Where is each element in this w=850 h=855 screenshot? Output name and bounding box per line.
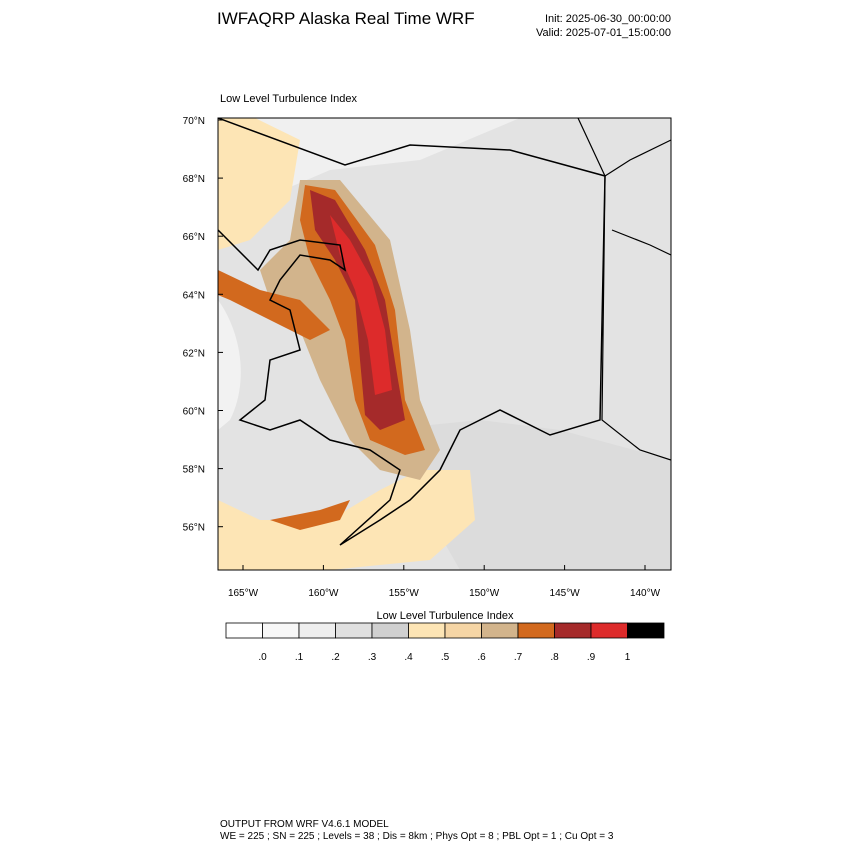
lat-label: 58°N bbox=[183, 465, 205, 476]
title: IWFAQRP Alaska Real Time WRF bbox=[217, 9, 475, 28]
colorbar-box bbox=[298, 622, 336, 639]
colorbar-box bbox=[444, 622, 482, 639]
colorbar-box bbox=[335, 622, 373, 639]
colorbar-box bbox=[225, 622, 263, 639]
colorbar-label: .7 bbox=[514, 652, 523, 663]
field-tan bbox=[218, 118, 475, 570]
map-title: Low Level Turbulence Index bbox=[220, 93, 357, 105]
lat-label: 68°N bbox=[183, 174, 205, 185]
field-bering bbox=[218, 300, 241, 430]
valid-time: Valid: 2025-07-01_15:00:00 bbox=[536, 27, 671, 39]
lon-label: 150°W bbox=[469, 588, 500, 599]
lon-label: 145°W bbox=[550, 588, 581, 599]
colorbar-label: .0 bbox=[258, 652, 267, 663]
colorbar-label: .5 bbox=[441, 652, 450, 663]
coastline bbox=[218, 118, 606, 546]
map-frame bbox=[217, 117, 672, 571]
colorbar-label: .1 bbox=[295, 652, 304, 663]
footer-line2: WE = 225 ; SN = 225 ; Levels = 38 ; Dis … bbox=[220, 831, 614, 842]
colorbar-box bbox=[627, 622, 665, 639]
lat-label: 62°N bbox=[183, 348, 205, 359]
axis-ticks: 70°N 68°N 66°N 64°N 62°N 60°N 58°N 56°N 165°W 160… bbox=[183, 116, 661, 599]
colorbar-label: .9 bbox=[587, 652, 596, 663]
lon-label: 165°W bbox=[228, 588, 259, 599]
colorbar-label: .6 bbox=[477, 652, 486, 663]
field-orange-south bbox=[270, 500, 350, 530]
colorbar-label: .8 bbox=[550, 652, 559, 663]
lat-label: 70°N bbox=[183, 116, 205, 127]
footer-line1: OUTPUT FROM WRF V4.6.1 MODEL bbox=[220, 819, 389, 830]
lon-label: 155°W bbox=[389, 588, 420, 599]
colorbar-box bbox=[590, 622, 628, 639]
colorbar-box bbox=[481, 622, 519, 639]
init-time: Init: 2025-06-30_00:00:00 bbox=[545, 13, 671, 25]
map-field bbox=[218, 118, 671, 570]
colorbar-box bbox=[262, 622, 300, 639]
lat-label: 60°N bbox=[183, 407, 205, 418]
colorbar-box bbox=[554, 622, 592, 639]
lat-label: 66°N bbox=[183, 232, 205, 243]
colorbar-box bbox=[408, 622, 446, 639]
colorbar-label: .2 bbox=[331, 652, 340, 663]
lat-label: 64°N bbox=[183, 290, 205, 301]
field-red bbox=[330, 215, 392, 395]
colorbar: .0 .1 .2 .3 .4 .5 .6 .7 .8 .9 1 bbox=[225, 622, 665, 663]
colorbar-label: .4 bbox=[404, 652, 413, 663]
colorbar-title: Low Level Turbulence Index bbox=[377, 610, 514, 622]
field-orange-west bbox=[218, 270, 330, 340]
borders bbox=[577, 118, 671, 461]
colorbar-label: .3 bbox=[368, 652, 377, 663]
colorbar-box bbox=[517, 622, 555, 639]
lat-label: 56°N bbox=[183, 523, 205, 534]
lon-label: 140°W bbox=[630, 588, 661, 599]
colorbar-box bbox=[371, 622, 409, 639]
colorbar-label: 1 bbox=[625, 652, 631, 663]
lon-label: 160°W bbox=[308, 588, 339, 599]
